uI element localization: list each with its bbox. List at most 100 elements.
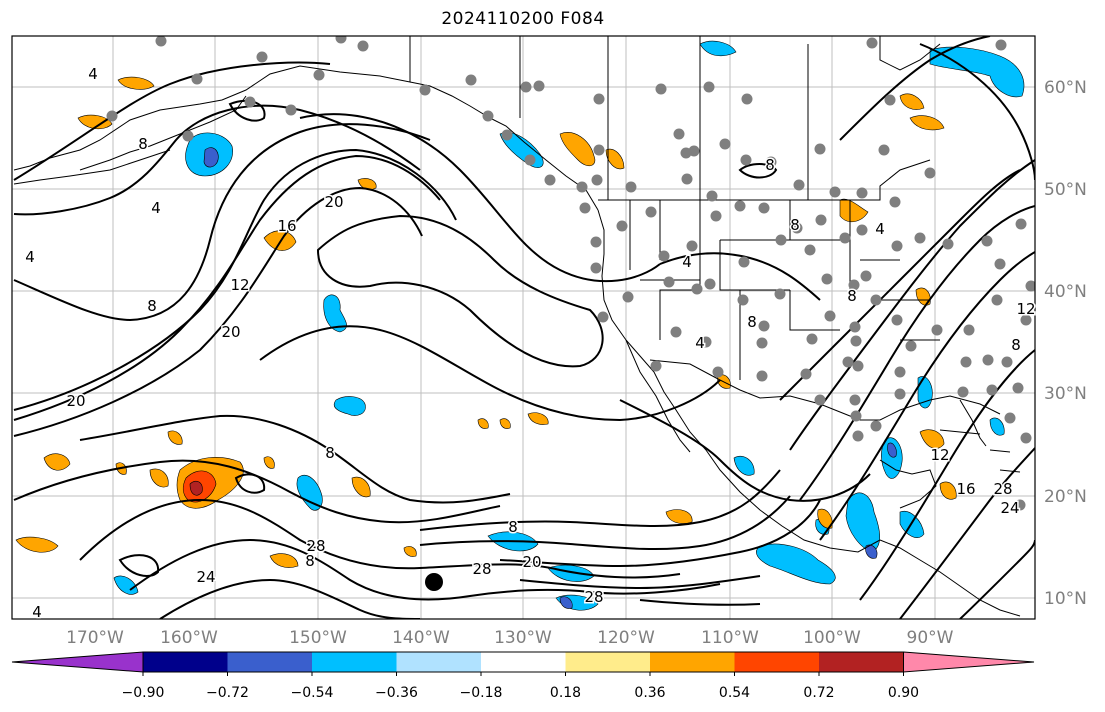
station-dot: [590, 236, 602, 248]
colorbar-tick-label: 0.18: [550, 685, 581, 701]
station-dot: [905, 340, 917, 352]
station-dot: [791, 222, 803, 234]
station-dot: [991, 294, 1003, 306]
contour-line: [738, 163, 778, 179]
station-dot: [1001, 356, 1013, 368]
colorbar-segment: [227, 652, 313, 672]
station-dot: [465, 74, 477, 86]
station-dot: [894, 366, 906, 378]
coastlines: [13, 36, 1021, 617]
station-dot: [1025, 280, 1035, 292]
colorbar: −0.90 −0.72 −0.54 −0.36 −0.18 0.18 0.36 0.54 0.7…: [11, 651, 1035, 701]
station-dot: [804, 244, 816, 256]
aleutians: [13, 149, 171, 185]
contour-label: 8: [325, 444, 335, 462]
positive-anomaly-patch: [77, 114, 113, 130]
station-dot: [758, 202, 770, 214]
station-dot: [870, 294, 882, 306]
central-america: [879, 539, 1021, 617]
contour-line: [799, 205, 1035, 501]
longitude-label: 170°W: [66, 628, 124, 648]
station-dot: [622, 291, 634, 303]
station-dot: [645, 206, 657, 218]
station-dot: [719, 138, 731, 150]
station-dot: [357, 40, 369, 52]
station-dot: [891, 314, 903, 326]
contour-line: [316, 214, 604, 368]
station-dot: [691, 283, 703, 295]
contour-label: 4: [32, 603, 42, 621]
contour-line: [13, 123, 431, 322]
station-dot: [191, 73, 203, 85]
contour-line: [859, 349, 1035, 601]
station-dot: [524, 154, 536, 166]
hudson-bay-coast: [879, 36, 941, 71]
colorbar-segment: [819, 652, 904, 672]
station-dot: [650, 360, 662, 372]
colorbar-tick-label: 0.90: [888, 685, 919, 701]
contour-line: [79, 498, 681, 579]
contour-line: [959, 539, 1035, 619]
contour-line: [839, 36, 991, 141]
contour-label: 20: [324, 193, 343, 211]
station-dot: [765, 156, 777, 168]
station-dot: [616, 220, 628, 232]
longitude-label: 120°W: [597, 628, 655, 648]
station-dot: [155, 36, 167, 47]
station-dot: [501, 129, 513, 141]
station-dot: [673, 128, 685, 140]
positive-anomaly-patch: [559, 132, 596, 167]
station-dot: [981, 235, 993, 247]
contour-line: [519, 575, 761, 590]
station-dot: [738, 256, 750, 268]
station-dot: [856, 224, 868, 236]
station-dot: [544, 174, 556, 186]
longitude-label: 100°W: [803, 628, 861, 648]
station-dot: [681, 173, 693, 185]
station-dot: [806, 333, 818, 345]
station-dot: [793, 179, 805, 191]
longitude-label: 90°W: [907, 628, 954, 648]
contour-label: 4: [151, 199, 161, 217]
colorbar-tick-label: −0.54: [291, 685, 334, 701]
negative-anomaly-patch: [547, 564, 595, 582]
negative-anomaly-patch: [845, 492, 881, 553]
station-dot: [520, 81, 532, 93]
negative-anomaly-patch: [733, 455, 755, 476]
us-west-coast: [597, 209, 881, 553]
station-dot: [1020, 314, 1032, 326]
station-dot: [774, 288, 786, 300]
contour-label: 8: [1011, 336, 1021, 354]
contour-line: [118, 554, 160, 577]
station-dot: [960, 356, 972, 368]
station-dot: [740, 154, 752, 166]
station-dot: [597, 311, 609, 323]
station-dot: [670, 326, 682, 338]
positive-anomaly-patch: [605, 148, 625, 170]
station-dot: [839, 232, 851, 244]
station-dot: [995, 39, 1007, 51]
positive-anomaly-patch: [909, 115, 945, 131]
baja-california: [625, 339, 691, 453]
positive-anomaly-patch: [189, 480, 203, 496]
contour-label: 12: [930, 446, 949, 464]
positive-anomaly-patch: [15, 536, 59, 553]
contour-line: [13, 186, 423, 437]
positive-anomaly-patch: [839, 198, 869, 223]
station-dot: [994, 258, 1006, 270]
station-dot: [852, 430, 864, 442]
station-dot: [963, 324, 975, 336]
contour-label: 4: [682, 253, 692, 271]
latitude-label: 50°N: [1044, 180, 1087, 200]
station-dot: [850, 410, 862, 422]
station-dot: [1015, 218, 1027, 230]
contour-label: 4: [88, 65, 98, 83]
latitude-label: 40°N: [1044, 282, 1087, 302]
station-dot: [931, 324, 943, 336]
station-dot: [686, 240, 698, 252]
us-canada-border: [598, 159, 931, 201]
station-dot: [860, 270, 872, 282]
contour-label: 20: [221, 323, 240, 341]
contour-line: [639, 599, 761, 606]
